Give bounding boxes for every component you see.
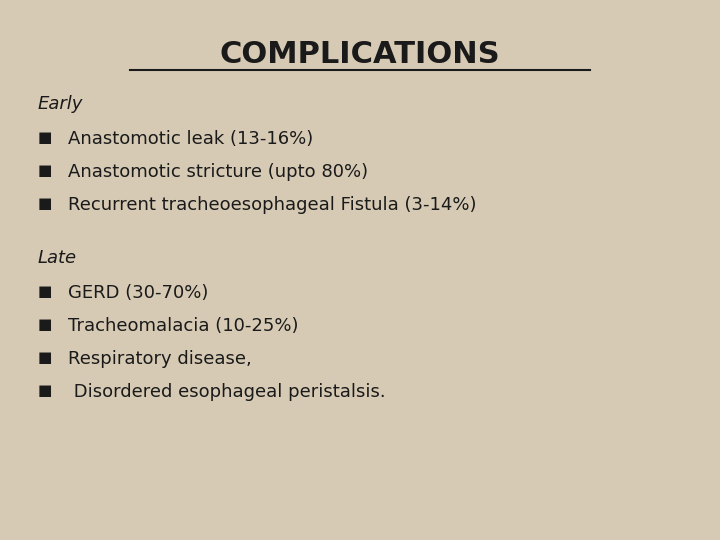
- Text: Anastomotic stricture (upto 80%): Anastomotic stricture (upto 80%): [68, 163, 368, 181]
- Text: Recurrent tracheoesophageal Fistula (3-14%): Recurrent tracheoesophageal Fistula (3-1…: [68, 196, 477, 214]
- Text: Anastomotic leak (13-16%): Anastomotic leak (13-16%): [68, 130, 313, 148]
- Text: Tracheomalacia (10-25%): Tracheomalacia (10-25%): [68, 317, 299, 335]
- Text: Respiratory disease,: Respiratory disease,: [68, 350, 252, 368]
- Text: GERD (30-70%): GERD (30-70%): [68, 284, 208, 302]
- Text: Late: Late: [38, 249, 77, 267]
- Text: ■: ■: [38, 350, 53, 365]
- Text: ■: ■: [38, 317, 53, 332]
- Text: ■: ■: [38, 383, 53, 398]
- Text: ■: ■: [38, 163, 53, 178]
- Text: Early: Early: [38, 95, 84, 113]
- Text: ■: ■: [38, 130, 53, 145]
- Text: ■: ■: [38, 284, 53, 299]
- Text: COMPLICATIONS: COMPLICATIONS: [220, 40, 500, 69]
- Text: Disordered esophageal peristalsis.: Disordered esophageal peristalsis.: [68, 383, 386, 401]
- Text: ■: ■: [38, 196, 53, 211]
